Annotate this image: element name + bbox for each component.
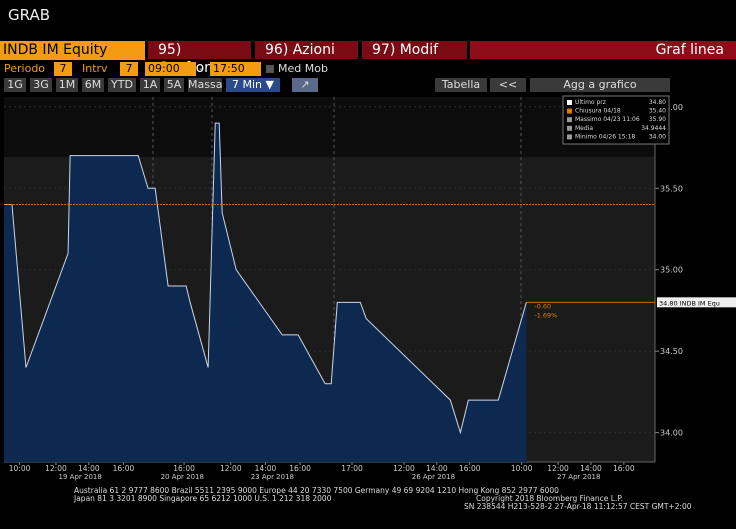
last-price-box xyxy=(657,297,736,308)
range-button[interactable]: YTD xyxy=(108,78,136,92)
table-button[interactable]: Tabella xyxy=(435,78,487,92)
checkbox[interactable] xyxy=(266,65,274,73)
stats-value: 34.9444 xyxy=(641,125,666,132)
range-button[interactable]: 1A xyxy=(140,78,160,92)
stats-legend: Ultimo prz 34.80 Chiusura 04/18 35.40 Massim… xyxy=(562,95,670,145)
price-chart: 34.00 34.50 35.00 35.50 36.00 10:00 12:00 14:00… xyxy=(4,95,736,481)
footer-phones: Australia 61 2 9777 8600 Brazil 5511 239… xyxy=(74,486,559,495)
period-field[interactable]: 7 xyxy=(54,62,72,76)
y-tick-label: 35.00 xyxy=(660,266,683,275)
security-field[interactable]: INDB IM Equity xyxy=(0,41,145,60)
x-tick-label: 10:00 xyxy=(9,464,31,473)
x-date-label: 26 Apr 2018 xyxy=(412,473,455,481)
x-tick-label: 14:00 xyxy=(255,464,277,473)
stats-label: Chiusura 04/18 xyxy=(575,108,621,115)
stats-value: 34.80 xyxy=(649,99,666,106)
y-tick-label: 35.50 xyxy=(660,184,683,193)
stats-marker xyxy=(567,125,572,131)
x-tick-label: 14:00 xyxy=(580,464,602,473)
action-button[interactable]: 97) Modif xyxy=(362,41,467,59)
x-date-label: 27 Apr 2018 xyxy=(557,473,600,481)
x-tick-label: 16:00 xyxy=(289,464,311,473)
start-field[interactable]: 09:00 xyxy=(145,62,196,76)
y-tick-label: 36.00 xyxy=(660,103,683,112)
x-tick-label: 10:00 xyxy=(511,464,533,473)
stats-value: 34.00 xyxy=(649,133,666,140)
x-tick-label: 17:00 xyxy=(341,464,363,473)
x-tick-label: 12:00 xyxy=(393,464,415,473)
last-price-label: 34.80 INDB IM Equ xyxy=(659,299,720,307)
stats-label: Minimo 04/26 15:18 xyxy=(575,133,635,140)
stats-box xyxy=(562,95,670,145)
x-tick-label: 16:00 xyxy=(613,464,635,473)
window-title: GRAB xyxy=(8,6,50,24)
range-button[interactable]: Massa xyxy=(188,78,223,92)
chart-style-button[interactable]: ↗ xyxy=(292,78,318,92)
stats-marker xyxy=(567,117,572,123)
footer-copyright: Copyright 2018 Bloomberg Finance L.P. xyxy=(476,494,624,503)
x-tick-label: 12:00 xyxy=(45,464,67,473)
x-tick-label: 12:00 xyxy=(547,464,569,473)
add-button[interactable]: Agg a grafico xyxy=(530,78,670,92)
range-button[interactable]: 3G xyxy=(30,78,52,92)
range-button[interactable]: 1G xyxy=(4,78,26,92)
change-label: -0.60 xyxy=(534,302,551,310)
price-line xyxy=(4,122,527,435)
action-button[interactable]: 95) Confronto xyxy=(148,41,251,76)
x-date-label: 23 Apr 2018 xyxy=(251,473,294,481)
x-tick-label: 14:00 xyxy=(78,464,100,473)
plot-band xyxy=(4,97,655,157)
stats-value: 35.90 xyxy=(649,116,666,123)
y-tick-label: 34.50 xyxy=(660,347,683,356)
view-label: Graf linea xyxy=(470,41,736,59)
footer-phones: Japan 81 3 3201 8900 Singapore 65 6212 1… xyxy=(74,494,332,503)
x-tick-label: 16:00 xyxy=(459,464,481,473)
stats-label: Media xyxy=(575,125,593,132)
x-tick-label: 16:00 xyxy=(113,464,135,473)
stats-marker xyxy=(567,100,572,105)
period-label: Periodo xyxy=(4,62,46,75)
range-button[interactable]: 5A xyxy=(164,78,184,92)
x-date-label: 19 Apr 2018 xyxy=(59,473,102,481)
stats-label: Massimo 04/23 11:06 xyxy=(575,116,640,123)
x-tick-label: 16:00 xyxy=(173,464,195,473)
footer-session: SN 238544 H213-528-2 27-Apr-18 11:12:57 … xyxy=(464,502,692,511)
stats-marker xyxy=(567,134,572,140)
change-label: -1.69% xyxy=(534,311,557,319)
moving-average-label: Med Mob xyxy=(278,62,328,75)
interval-field[interactable]: 7 xyxy=(120,62,138,76)
y-tick-label: 34.00 xyxy=(660,429,683,438)
x-tick-label: 12:00 xyxy=(220,464,242,473)
stats-value: 35.40 xyxy=(649,108,666,115)
x-date-label: 20 Apr 2018 xyxy=(161,473,204,481)
stats-marker xyxy=(567,108,572,114)
separator: - xyxy=(199,62,203,75)
range-button[interactable]: 6M xyxy=(82,78,104,92)
end-field[interactable]: 17:50 xyxy=(210,62,261,76)
scroll-button[interactable]: << xyxy=(490,78,526,92)
area-fill xyxy=(4,123,527,463)
stats-label: Ultimo prz xyxy=(575,99,606,106)
x-tick-label: 14:00 xyxy=(426,464,448,473)
interval-label: Intrv xyxy=(82,62,108,75)
action-button[interactable]: 96) Azioni xyxy=(255,41,358,59)
range-button[interactable]: 7 Min ▼ xyxy=(226,78,280,92)
range-button[interactable]: 1M xyxy=(56,78,78,92)
